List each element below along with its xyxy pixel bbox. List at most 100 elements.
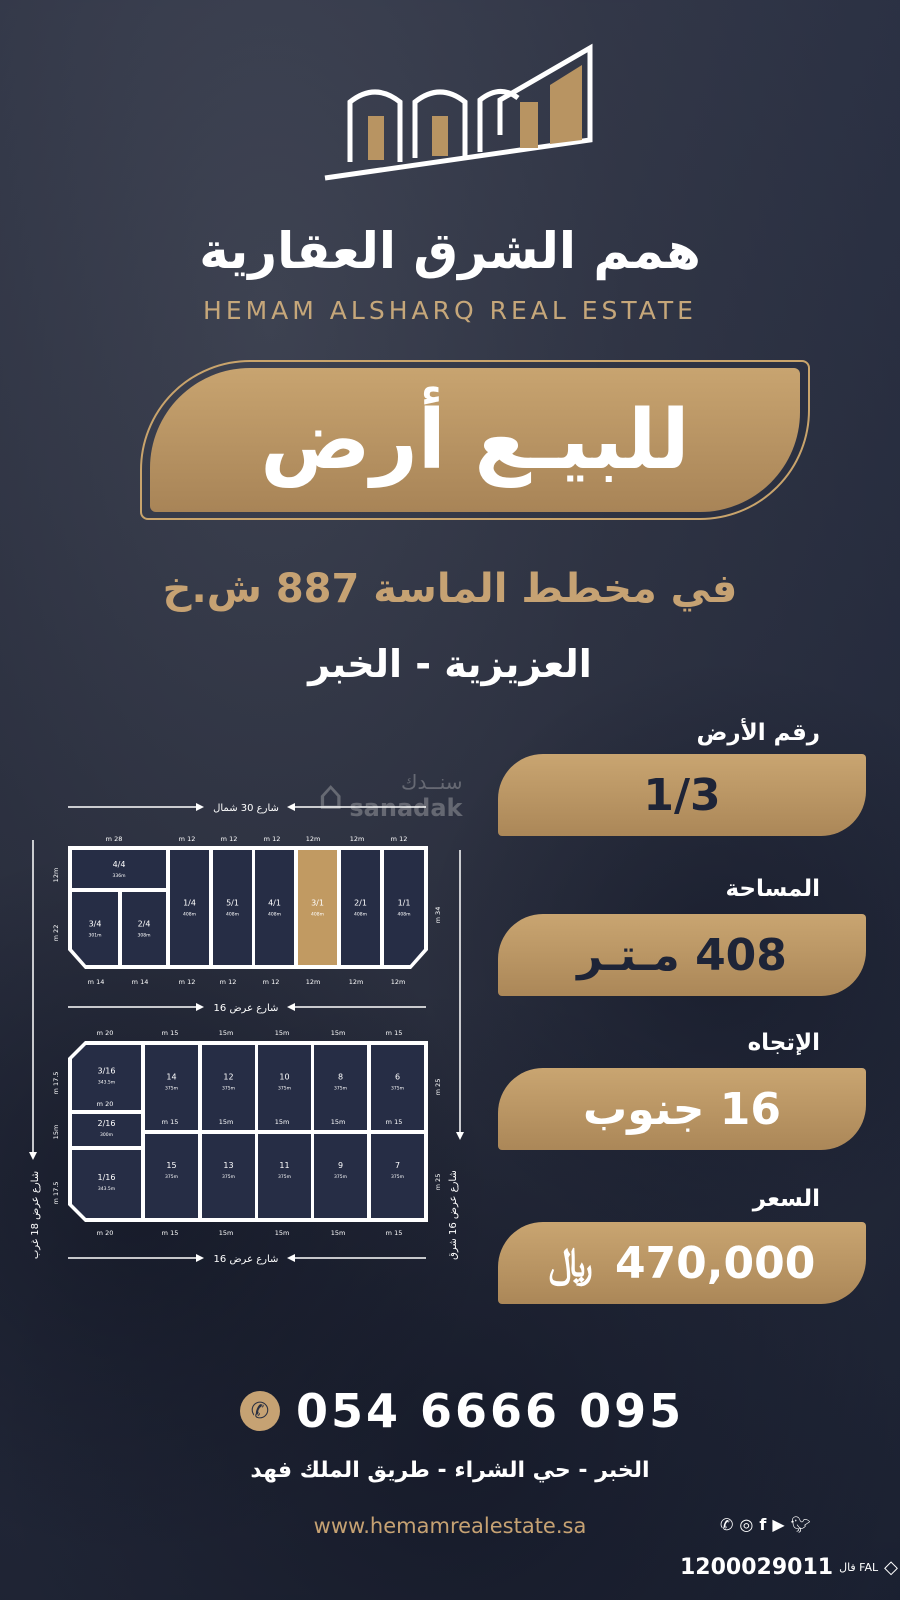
- dimension-label: 34 m: [434, 907, 442, 924]
- dimension-label: 12m: [306, 835, 321, 843]
- lot-label: 9: [338, 1161, 343, 1170]
- dimension-label: 15m: [331, 1029, 346, 1037]
- instagram-icon[interactable]: ◎: [739, 1515, 754, 1534]
- lot-4-4: [72, 850, 166, 888]
- lot-area: 408m: [183, 912, 196, 918]
- address: الخبر - حي الشراء - طريق الملك فهد: [250, 1458, 650, 1483]
- dimension-label: 12m: [349, 978, 364, 986]
- lot-6: [371, 1045, 424, 1130]
- lot-label: 15: [166, 1161, 176, 1170]
- dimension-label: 15m: [331, 1229, 346, 1237]
- dimension-label: 15m: [331, 1118, 346, 1126]
- lot-2-16: [72, 1114, 141, 1146]
- lot-label: 2/4: [138, 920, 151, 929]
- watermark-arabic: سنــدك: [401, 770, 463, 794]
- plan-name: في مخطط الماسة 887 ش.خ: [162, 566, 738, 612]
- dimension-label: 15 m: [386, 1118, 403, 1126]
- dimension-label: 20 m: [97, 1029, 114, 1037]
- lot-label: 1/1: [398, 899, 411, 908]
- for-sale-banner: للبيـع أرض: [150, 368, 800, 512]
- dimension-label: 14 m: [132, 978, 149, 986]
- lot-label: 13: [223, 1161, 233, 1170]
- dimension-label: 15m: [219, 1229, 234, 1237]
- lot-area: 375m: [222, 1174, 235, 1180]
- whatsapp-icon[interactable]: ✆: [720, 1515, 734, 1534]
- direction-box: 16 جنوب: [498, 1068, 866, 1150]
- phone-contact[interactable]: ✆ 054 6666 095: [240, 1384, 681, 1438]
- lot-1-1: [384, 850, 424, 965]
- lot-area: 375m: [165, 1174, 178, 1180]
- dimension-label: 15 m: [162, 1229, 179, 1237]
- dimension-label: 15m: [219, 1118, 234, 1126]
- saudi-riyal-icon: ﷼: [548, 1240, 593, 1286]
- dimension-label: 12 m: [179, 978, 196, 986]
- lot-label: 3/4: [89, 920, 102, 929]
- lot-label: 3/16: [98, 1067, 116, 1076]
- arrow-down-icon: [29, 1152, 37, 1160]
- lot-10: [258, 1045, 311, 1130]
- dimension-label: 12m: [350, 835, 365, 843]
- twitter-icon[interactable]: 🐦︎: [790, 1515, 811, 1534]
- lot-area: 343.5m: [98, 1186, 115, 1192]
- lot-label: 2/1: [354, 899, 367, 908]
- plot-number-box: 1/3: [498, 754, 866, 836]
- lot-label: 10: [279, 1073, 289, 1082]
- website-link[interactable]: www.hemamrealestate.sa: [313, 1514, 587, 1538]
- dimension-label: 12m: [52, 868, 60, 883]
- dimension-label: 25 m: [434, 1079, 442, 1096]
- social-icons: ✆ ◎ f ▶ 🐦︎: [720, 1515, 811, 1534]
- lot-2-4: [122, 892, 166, 965]
- dimension-label: 12m: [391, 978, 406, 986]
- dimension-label: 17.5 m: [52, 1182, 60, 1205]
- lot-label: 12: [223, 1073, 233, 1082]
- facebook-icon[interactable]: f: [759, 1515, 767, 1534]
- lot-14: [145, 1045, 198, 1130]
- lot-area: 375m: [278, 1086, 291, 1092]
- lot-label: 11: [279, 1161, 289, 1170]
- brand-name-arabic: همم الشرق العقارية: [199, 222, 701, 280]
- lot-area: 343.5m: [98, 1080, 115, 1086]
- area-value: 408 مـتـر: [577, 929, 787, 981]
- lot-13: [202, 1134, 255, 1218]
- youtube-icon[interactable]: ▶: [772, 1515, 785, 1534]
- sanadak-watermark: ⌂ سنــدك sanadak: [318, 770, 463, 822]
- lot-9: [314, 1134, 367, 1218]
- lot-1-16: [72, 1150, 141, 1218]
- street-east-label: شارع عرض 16 شرق: [448, 1170, 459, 1260]
- lot-8: [314, 1045, 367, 1130]
- dimension-label: 15 m: [386, 1029, 403, 1037]
- lot-7: [371, 1134, 424, 1218]
- lot-3-4: [72, 892, 118, 965]
- lot-area: 408m: [268, 912, 281, 918]
- dimension-label: 14 m: [88, 978, 105, 986]
- lot-area: 375m: [278, 1174, 291, 1180]
- dimension-label: 17.5 m: [52, 1072, 60, 1095]
- dimension-label: 12 m: [221, 835, 238, 843]
- street-middle-label: شارع عرض 16: [214, 1003, 279, 1014]
- lot-area: 408m: [311, 912, 324, 918]
- lot-area: 375m: [334, 1086, 347, 1092]
- dimension-label: 15m: [219, 1029, 234, 1037]
- dimension-label: 15 m: [386, 1229, 403, 1237]
- dimension-label: 12 m: [179, 835, 196, 843]
- district: العزيزية - الخبر: [308, 642, 592, 686]
- lot-label: 14: [166, 1073, 176, 1082]
- dimension-label: 15 m: [162, 1029, 179, 1037]
- lot-label: 6: [395, 1073, 400, 1082]
- lot-label: 7: [395, 1161, 400, 1170]
- dimension-label: 25 m: [434, 1174, 442, 1191]
- dimension-label: 12 m: [263, 978, 280, 986]
- street-west-label: شارع عرض 18 غرب: [30, 1171, 41, 1259]
- lot-label: 2/16: [98, 1119, 116, 1128]
- street-south-arrow-right-icon: [196, 1254, 204, 1262]
- street-middle-arrow-left-icon: [287, 1003, 295, 1011]
- plot-number-label: رقم الأرض: [696, 720, 820, 746]
- dimension-label: 15m: [275, 1029, 290, 1037]
- dimension-label: 20 m: [97, 1100, 114, 1108]
- phone-number[interactable]: 054 6666 095: [296, 1384, 685, 1438]
- lot-area: 375m: [391, 1174, 404, 1180]
- fal-diamond-icon: ◇: [884, 1557, 898, 1578]
- dimension-label: 15m: [275, 1229, 290, 1237]
- dimension-label: 15m: [52, 1125, 60, 1140]
- arrow-down-icon: [456, 1132, 464, 1140]
